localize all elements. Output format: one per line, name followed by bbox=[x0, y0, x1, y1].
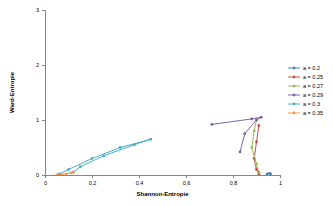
point bbox=[255, 119, 258, 122]
legend: a = 0.2 a = 0.25 a = 0.27 a = 0.29 a = 0.3 a … bbox=[288, 65, 323, 116]
series-line bbox=[212, 117, 261, 152]
legend-line bbox=[288, 68, 300, 69]
tick-mark bbox=[42, 10, 45, 11]
tick-label: 0,4 bbox=[136, 180, 144, 186]
tick: 0 bbox=[36, 172, 45, 178]
point bbox=[266, 173, 269, 176]
point bbox=[257, 171, 260, 174]
legend-entry: a = 0.27 bbox=[288, 83, 323, 89]
legend-label: a = 0.35 bbox=[303, 110, 323, 116]
axis-line bbox=[46, 176, 281, 179]
series-line bbox=[254, 126, 259, 174]
point bbox=[72, 171, 75, 174]
legend-entry: a = 0.2 bbox=[288, 65, 320, 71]
point bbox=[65, 173, 68, 176]
legend-label: a = 0.27 bbox=[303, 83, 323, 89]
axis-line bbox=[42, 11, 46, 176]
point bbox=[250, 118, 253, 121]
tick: 3 bbox=[36, 7, 45, 13]
legend-entry: a = 0.3 bbox=[288, 101, 320, 107]
tick-label: 1 bbox=[36, 117, 39, 123]
point bbox=[210, 123, 213, 126]
point bbox=[255, 141, 258, 144]
tick-mark bbox=[42, 120, 45, 121]
tick-mark bbox=[42, 175, 45, 176]
legend-entry: a = 0.29 bbox=[288, 92, 323, 98]
tick-label: 0,8 bbox=[230, 180, 238, 186]
tick-mark bbox=[139, 175, 140, 178]
plot: 0 0,2 0,4 0,6 0,8 1 0 1 2 3 bbox=[36, 7, 282, 186]
legend-entry: a = 0.35 bbox=[288, 110, 323, 116]
point bbox=[257, 124, 260, 127]
tick-label: 0,6 bbox=[183, 180, 191, 186]
point bbox=[119, 146, 122, 149]
point bbox=[250, 146, 253, 149]
marks bbox=[55, 116, 272, 175]
legend-line bbox=[288, 113, 300, 114]
point bbox=[149, 138, 152, 141]
legend-label: a = 0.29 bbox=[303, 92, 323, 98]
point bbox=[91, 157, 94, 160]
tick-label: 1 bbox=[279, 180, 282, 186]
tick-label: 0 bbox=[44, 180, 47, 186]
series-line bbox=[57, 172, 73, 175]
y-axis-title: Ward-Entropie bbox=[9, 71, 15, 113]
tick: 0 bbox=[44, 175, 47, 186]
tick-label: 0,2 bbox=[89, 180, 97, 186]
point bbox=[133, 143, 136, 146]
point bbox=[269, 173, 272, 176]
legend-marker bbox=[293, 94, 296, 97]
point bbox=[239, 151, 242, 154]
x-axis: 0 0,2 0,4 0,6 0,8 1 bbox=[44, 175, 282, 186]
tick-label: 3 bbox=[36, 7, 39, 13]
legend-marker bbox=[293, 112, 296, 115]
point bbox=[260, 116, 263, 119]
legend-marker bbox=[293, 85, 296, 88]
legend-marker bbox=[293, 67, 296, 70]
tick: 0,6 bbox=[183, 175, 191, 186]
legend-line bbox=[288, 95, 300, 96]
tick-label: 0 bbox=[36, 172, 39, 178]
legend-label: a = 0.25 bbox=[303, 74, 323, 80]
legend-line bbox=[288, 104, 300, 105]
series-line bbox=[59, 139, 151, 174]
legend-line bbox=[288, 77, 300, 78]
point bbox=[72, 171, 75, 174]
tick: 2 bbox=[36, 62, 45, 68]
tick-mark bbox=[92, 175, 93, 178]
tick-mark bbox=[42, 65, 45, 66]
tick: 0,4 bbox=[136, 175, 144, 186]
tick: 1 bbox=[36, 117, 45, 123]
legend-line bbox=[288, 86, 300, 87]
tick-label: 2 bbox=[36, 62, 39, 68]
tick: 0,8 bbox=[230, 175, 238, 186]
point bbox=[55, 174, 58, 175]
point bbox=[60, 173, 63, 175]
chart: 0 0,2 0,4 0,6 0,8 1 0 1 2 3 Shannon-Entropie Ward-E… bbox=[0, 0, 333, 206]
legend-marker bbox=[293, 103, 296, 106]
legend-entry: a = 0.25 bbox=[288, 74, 323, 80]
point bbox=[243, 132, 246, 135]
x-axis-title: Shannon-Entropie bbox=[137, 191, 190, 197]
series-line bbox=[252, 120, 259, 172]
point bbox=[67, 168, 70, 171]
legend-marker bbox=[293, 76, 296, 79]
point bbox=[255, 163, 258, 166]
point bbox=[253, 130, 256, 133]
point bbox=[79, 165, 82, 168]
point bbox=[69, 171, 72, 174]
point bbox=[102, 154, 105, 157]
legend-label: a = 0.3 bbox=[303, 101, 320, 107]
tick: 1 bbox=[279, 175, 282, 186]
legend-label: a = 0.2 bbox=[303, 65, 320, 71]
tick-mark bbox=[186, 175, 187, 178]
point bbox=[255, 119, 258, 122]
tick-mark bbox=[280, 175, 281, 178]
tick: 0,2 bbox=[89, 175, 97, 186]
tick-mark bbox=[233, 175, 234, 178]
y-axis: 0 1 2 3 bbox=[36, 7, 46, 178]
